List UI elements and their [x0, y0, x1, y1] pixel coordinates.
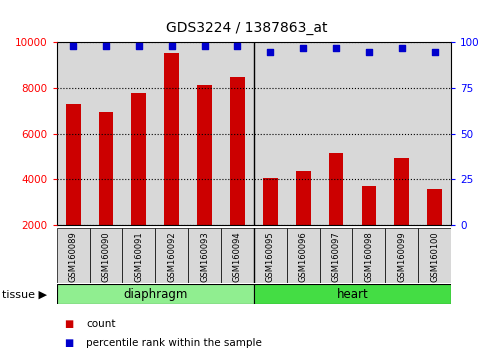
- Text: GSM160099: GSM160099: [397, 231, 406, 282]
- Text: GSM160092: GSM160092: [167, 231, 176, 282]
- Bar: [386, 228, 418, 283]
- Text: heart: heart: [337, 288, 368, 301]
- Bar: [296, 171, 311, 225]
- Point: [69, 43, 77, 49]
- Bar: [263, 178, 278, 225]
- Text: percentile rank within the sample: percentile rank within the sample: [86, 338, 262, 348]
- Text: GSM160090: GSM160090: [102, 231, 110, 282]
- Bar: [221, 228, 254, 283]
- Bar: [155, 228, 188, 283]
- Point: [201, 43, 209, 49]
- Point: [365, 49, 373, 55]
- Point: [398, 45, 406, 51]
- Bar: [254, 284, 451, 304]
- Bar: [352, 42, 386, 225]
- Point: [135, 43, 143, 49]
- Text: diaphragm: diaphragm: [123, 288, 187, 301]
- Bar: [90, 42, 122, 225]
- Text: GSM160096: GSM160096: [299, 231, 308, 282]
- Bar: [254, 228, 287, 283]
- Bar: [90, 228, 122, 283]
- Text: GSM160097: GSM160097: [332, 231, 341, 282]
- Bar: [427, 189, 442, 225]
- Bar: [394, 158, 409, 225]
- Bar: [319, 228, 352, 283]
- Bar: [188, 42, 221, 225]
- Bar: [254, 42, 287, 225]
- Point: [168, 43, 176, 49]
- Bar: [122, 228, 155, 283]
- Bar: [99, 112, 113, 225]
- Text: ■: ■: [64, 319, 73, 329]
- Bar: [230, 77, 245, 225]
- Bar: [155, 42, 188, 225]
- Bar: [361, 186, 376, 225]
- Point: [234, 43, 242, 49]
- Point: [102, 43, 110, 49]
- Bar: [287, 228, 319, 283]
- Bar: [197, 85, 212, 225]
- Bar: [287, 42, 319, 225]
- Text: GSM160100: GSM160100: [430, 231, 439, 282]
- Text: GSM160095: GSM160095: [266, 231, 275, 282]
- Bar: [66, 104, 80, 225]
- Point: [266, 49, 274, 55]
- Bar: [164, 53, 179, 225]
- Point: [332, 45, 340, 51]
- Bar: [57, 228, 90, 283]
- Bar: [352, 228, 386, 283]
- Bar: [386, 42, 418, 225]
- Bar: [57, 284, 254, 304]
- Bar: [188, 228, 221, 283]
- Text: GSM160089: GSM160089: [69, 231, 77, 282]
- Text: tissue ▶: tissue ▶: [2, 290, 47, 299]
- Text: count: count: [86, 319, 116, 329]
- Point: [299, 45, 307, 51]
- Bar: [132, 93, 146, 225]
- Bar: [418, 228, 451, 283]
- Bar: [57, 42, 90, 225]
- Text: GSM160098: GSM160098: [364, 231, 373, 282]
- Bar: [319, 42, 352, 225]
- Point: [431, 49, 439, 55]
- Text: GSM160091: GSM160091: [135, 231, 143, 282]
- Text: ■: ■: [64, 338, 73, 348]
- Text: GSM160094: GSM160094: [233, 231, 242, 282]
- Text: GSM160093: GSM160093: [200, 231, 209, 282]
- Bar: [221, 42, 254, 225]
- Bar: [329, 153, 344, 225]
- Bar: [122, 42, 155, 225]
- Text: GDS3224 / 1387863_at: GDS3224 / 1387863_at: [166, 21, 327, 35]
- Bar: [418, 42, 451, 225]
